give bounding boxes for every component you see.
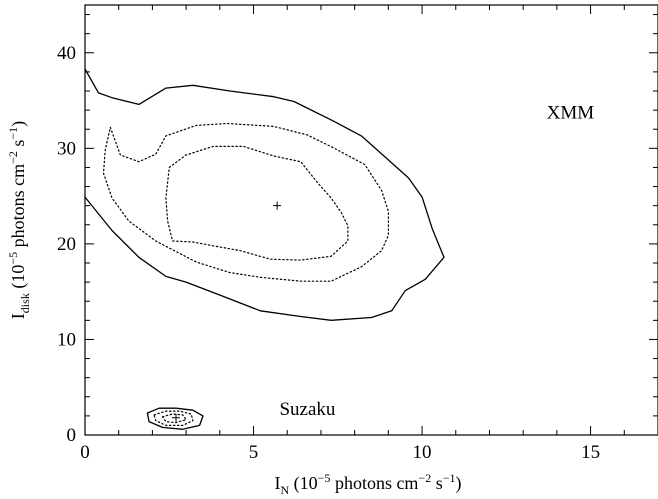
x-tick-label: 0: [80, 442, 90, 463]
contour-suzaku-outer: [146, 407, 204, 430]
y-tick-label: 0: [67, 425, 77, 446]
contour-suzaku-middle: [153, 410, 194, 426]
x-tick-label: 10: [413, 442, 432, 463]
y-tick-label: 10: [57, 329, 76, 350]
annotation-xmm: XMM: [547, 103, 595, 124]
annotations: XMM Suzaku: [279, 103, 594, 420]
x-tick-label: 15: [581, 442, 600, 463]
x-tick-label: 5: [249, 442, 259, 463]
y-tick-label: 20: [57, 234, 76, 255]
plot-frame: [84, 4, 658, 436]
contour-xmm-middle: [102, 122, 389, 282]
y-tick-label: 30: [57, 138, 76, 159]
contour-xmm-outer: [84, 68, 445, 321]
best-fit-marker-suzaku: [172, 413, 181, 422]
contour-xmm-inner: [165, 145, 349, 261]
best-fit-marker-xmm: [273, 201, 282, 210]
axis-ticks: [84, 5, 658, 436]
contour-layer: [84, 68, 445, 430]
y-tick-label: 40: [57, 43, 76, 64]
annotation-suzaku: Suzaku: [279, 399, 335, 420]
x-axis-label: IN (10−5 photons cm−2 s−1): [274, 471, 461, 497]
tick-labels: 0 5 10 15 0 10 20 30 40: [57, 43, 600, 463]
best-fit-markers: [172, 201, 282, 422]
y-axis-label: Idisk (10−5 photons cm−2 s−1): [6, 121, 32, 319]
